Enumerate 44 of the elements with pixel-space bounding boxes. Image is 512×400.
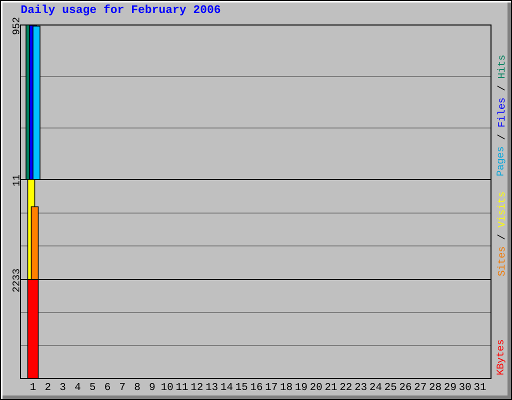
text: / <box>497 234 505 240</box>
x-tick-label: 9 <box>150 383 155 390</box>
x-tick-label: 17 <box>266 383 277 390</box>
x-tick-label: 26 <box>400 383 412 390</box>
y-tick-label: 952 <box>12 18 20 34</box>
x-tick-label: 28 <box>430 383 441 390</box>
x-tick-label: 15 <box>236 383 248 390</box>
x-tick-label: 4 <box>75 383 80 390</box>
x-tick-label: 22 <box>340 383 352 390</box>
x-tick-label: 30 <box>459 383 471 390</box>
y-tick-label: 2233 <box>12 269 20 292</box>
text: Sites <box>497 247 505 276</box>
x-tick-label: 31 <box>474 383 486 390</box>
y-tick-label: 11 <box>12 174 20 186</box>
text: KBytes <box>496 340 506 375</box>
x-tick-label: 23 <box>355 383 366 390</box>
x-tick-label: 16 <box>250 383 262 390</box>
x-tick-label: 19 <box>296 383 307 390</box>
x-tick-label: 29 <box>444 383 456 390</box>
text: Hits <box>497 56 505 78</box>
x-tick-label: 13 <box>206 383 218 390</box>
x-tick-label: 2 <box>45 383 50 390</box>
text: Pages <box>496 147 506 176</box>
x-tick-label: 8 <box>134 383 140 390</box>
text: Files <box>497 98 505 127</box>
text: / <box>497 86 505 91</box>
x-tick-label: 24 <box>370 383 382 390</box>
x-tick-label: 3 <box>60 383 66 390</box>
x-tick-label: 27 <box>414 383 426 390</box>
x-tick-label: 5 <box>90 383 96 390</box>
x-tick-label: 10 <box>162 383 173 390</box>
chart-title: Daily usage for February 2006 <box>21 4 220 16</box>
x-tick-label: 25 <box>385 383 396 390</box>
x-tick-label: 6 <box>105 383 110 390</box>
x-tick-label: 1 <box>30 383 36 390</box>
x-tick-label: 12 <box>191 383 202 390</box>
x-tick-label: 21 <box>325 383 337 390</box>
text: Visits <box>497 192 505 228</box>
x-tick-label: 14 <box>221 383 232 390</box>
x-tick-label: 18 <box>280 383 292 390</box>
text: / <box>497 134 505 140</box>
x-tick-label: 11 <box>176 383 188 390</box>
x-tick-label: 20 <box>310 383 322 390</box>
x-tick-label: 7 <box>120 383 125 390</box>
